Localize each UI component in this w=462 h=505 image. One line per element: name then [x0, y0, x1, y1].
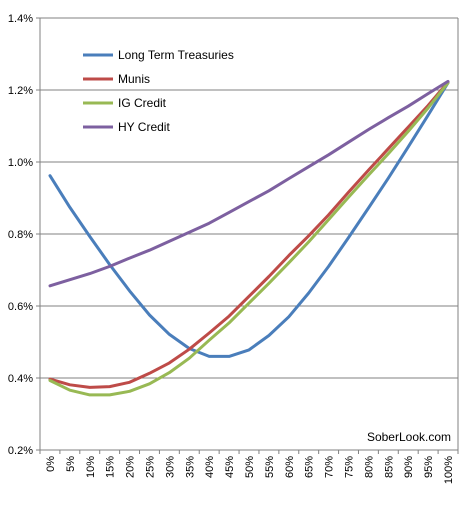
series-line [48, 79, 450, 288]
y-tick-label: 0.6% [8, 301, 33, 313]
series-lines [48, 79, 450, 397]
x-tick-label: 15% [105, 456, 117, 478]
axes [36, 17, 459, 454]
x-tick-label: 50% [244, 456, 256, 478]
series-line [48, 81, 450, 397]
x-tick-label: 0% [45, 456, 57, 472]
x-tick-label: 35% [184, 456, 196, 478]
y-tick-label: 0.8% [8, 229, 33, 241]
x-tick-label: 45% [224, 456, 236, 478]
series-line [48, 81, 450, 358]
x-tick-label: 25% [144, 456, 156, 478]
legend-label: Munis [118, 72, 150, 86]
x-tick-label: 70% [324, 456, 336, 478]
y-tick-labels: 0.2% 0.4% 0.6% 0.8% 1.0% 1.2% 1.4% [8, 13, 33, 457]
y-tick-label: 1.4% [8, 13, 33, 25]
x-tick-label: 30% [164, 456, 176, 478]
legend-label: IG Credit [118, 96, 167, 110]
x-tick-labels: 0% 5% 10% 15% 20% 25% 30% 35% 40% 45% 50% 55% 60% 65%… [45, 456, 455, 484]
y-tick-label: 0.2% [8, 445, 33, 457]
x-tick-label: 100% [443, 456, 455, 484]
grid [40, 17, 458, 379]
x-tick-label: 95% [423, 456, 435, 478]
x-tick-label: 80% [363, 456, 375, 478]
source-annotation: SoberLook.com [367, 430, 451, 444]
y-tick-label: 1.0% [8, 157, 33, 169]
y-tick-label: 1.2% [8, 85, 33, 97]
x-tick-label: 85% [383, 456, 395, 478]
legend-label: Long Term Treasuries [118, 48, 234, 62]
x-tick-label: 5% [65, 456, 77, 472]
legend-label: HY Credit [118, 120, 170, 134]
x-tick-label: 40% [204, 456, 216, 478]
x-tick-label: 55% [264, 456, 276, 478]
x-tick-label: 75% [344, 456, 356, 478]
y-tick-label: 0.4% [8, 373, 33, 385]
x-tick-label: 60% [284, 456, 296, 478]
x-tick-label: 20% [125, 456, 137, 478]
series-line [48, 80, 450, 389]
x-tick-label: 90% [403, 456, 415, 478]
x-tick-label: 10% [85, 456, 97, 478]
x-tick-label: 65% [304, 456, 316, 478]
legend: Long Term Treasuries Munis IG Credit HY Cre… [83, 48, 234, 134]
